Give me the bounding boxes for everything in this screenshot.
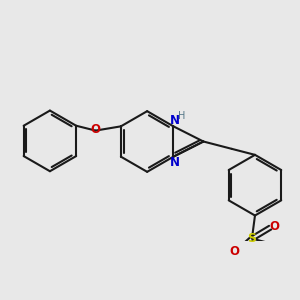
- Text: O: O: [91, 124, 100, 136]
- Text: S: S: [248, 232, 256, 245]
- Text: N: N: [169, 114, 180, 128]
- Text: N: N: [169, 156, 180, 169]
- Text: H: H: [178, 111, 185, 121]
- Text: O: O: [229, 245, 239, 258]
- Text: O: O: [269, 220, 279, 233]
